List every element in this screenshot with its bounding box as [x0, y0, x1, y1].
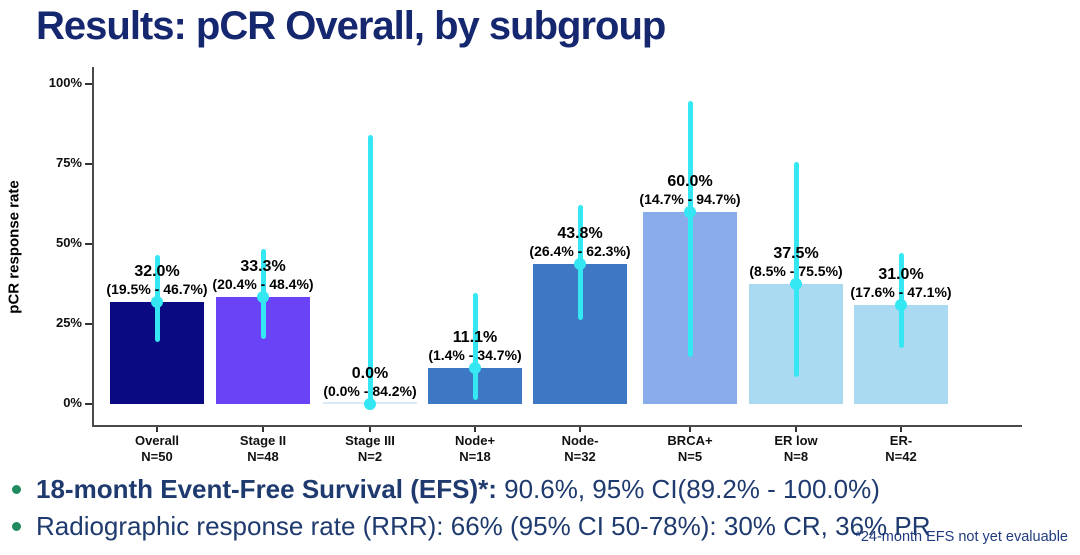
errorbar-stage-iii — [368, 134, 373, 404]
category-name: BRCA+ — [667, 433, 713, 448]
value-label-node: 11.1% (1.4% - 34.7%) — [383, 328, 567, 364]
y-tick-mark — [85, 163, 92, 165]
x-label-stage-iii: Stage III N=2 — [312, 433, 428, 465]
y-axis-title: pCR response rate — [5, 180, 23, 314]
y-tick-label: 25% — [55, 315, 82, 330]
x-label-node: Node+ N=18 — [417, 433, 533, 465]
bullet-rrr-text: Radiographic response rate (RRR): 66% (9… — [36, 511, 931, 541]
value-ci: (26.4% - 62.3%) — [529, 242, 631, 259]
x-label-er-low: ER low N=8 — [738, 433, 854, 465]
category-n: N=42 — [885, 449, 917, 464]
category-n: N=18 — [459, 449, 491, 464]
x-label-er: ER- N=42 — [843, 433, 959, 465]
value-pct: 37.5% — [773, 245, 819, 262]
x-label-node: Node- N=32 — [522, 433, 638, 465]
bullet-efs: 18-month Event-Free Survival (EFS)*: 90.… — [12, 474, 931, 504]
y-tick-mark — [85, 243, 92, 245]
x-label-brca: BRCA+ N=5 — [632, 433, 748, 465]
point-er-low — [790, 278, 802, 290]
point-brca — [684, 206, 696, 218]
x-tick-stage-iii — [369, 427, 371, 432]
errorbar-er-low — [794, 162, 799, 377]
x-axis-line — [92, 425, 1022, 427]
value-label-stage-ii: 33.3% (20.4% - 48.4%) — [171, 257, 355, 293]
category-n: N=50 — [141, 449, 173, 464]
category-name: ER low — [774, 433, 818, 448]
value-label-er: 31.0% (17.6% - 47.1%) — [809, 265, 993, 301]
value-ci: (19.5% - 46.7%) — [106, 280, 208, 297]
category-n: N=32 — [564, 449, 596, 464]
x-tick-er — [900, 427, 902, 432]
point-overall — [151, 295, 163, 308]
bullet-efs-lead: 18-month Event-Free Survival (EFS)*: — [36, 474, 497, 504]
value-pct: 43.8% — [557, 224, 603, 242]
category-name: Stage II — [239, 433, 287, 448]
point-er — [895, 298, 907, 311]
x-label-overall: Overall N=50 — [99, 433, 215, 465]
value-ci: (0.0% - 84.2%) — [323, 383, 417, 399]
value-ci: (17.6% - 47.1%) — [850, 283, 952, 300]
category-n: N=5 — [677, 449, 703, 464]
point-node — [469, 362, 481, 375]
y-tick-mark — [85, 83, 92, 85]
y-tick-label: 0% — [63, 395, 82, 410]
value-ci: (20.4% - 48.4%) — [212, 276, 314, 293]
value-pct: 11.1% — [452, 329, 498, 347]
value-label-node: 43.8% (26.4% - 62.3%) — [488, 224, 672, 260]
category-name: Node- — [561, 433, 599, 448]
bullet-dot-icon — [12, 522, 21, 531]
bullet-efs-text: 18-month Event-Free Survival (EFS)*: 90.… — [36, 474, 880, 504]
x-tick-brca — [689, 427, 691, 432]
value-pct: 32.0% — [134, 262, 180, 280]
errorbar-node — [473, 292, 478, 400]
point-stage-ii — [257, 291, 269, 304]
y-axis-line — [92, 67, 94, 427]
x-tick-node — [579, 427, 581, 432]
category-name: ER- — [889, 433, 913, 448]
value-ci: (14.7% - 94.7%) — [639, 191, 741, 207]
point-node — [574, 257, 586, 270]
bullet-efs-rest: 90.6%, 95% CI(89.2% - 100.0%) — [496, 474, 880, 504]
x-tick-stage-ii — [262, 427, 264, 432]
value-label-overall: 32.0% (19.5% - 46.7%) — [65, 262, 249, 298]
category-n: N=48 — [247, 449, 279, 464]
y-tick-mark — [85, 403, 92, 405]
value-ci: (8.5% - 75.5%) — [749, 263, 843, 279]
value-ci: (1.4% - 34.7%) — [428, 347, 522, 364]
bullet-rrr: Radiographic response rate (RRR): 66% (9… — [12, 511, 931, 541]
point-stage-iii — [364, 398, 376, 410]
category-n: N=2 — [357, 449, 383, 464]
y-tick-label: 100% — [48, 75, 82, 90]
value-label-brca: 60.0% (14.7% - 94.7%) — [598, 172, 782, 208]
summary-bullets: 18-month Event-Free Survival (EFS)*: 90.… — [12, 474, 931, 548]
y-tick-mark — [85, 323, 92, 325]
y-tick-label: 50% — [55, 235, 82, 250]
value-pct: 31.0% — [878, 265, 924, 283]
value-pct: 0.0% — [351, 365, 389, 382]
value-label-stage-iii: 0.0% (0.0% - 84.2%) — [278, 364, 462, 400]
category-name: Node+ — [454, 433, 496, 448]
value-pct: 33.3% — [240, 258, 286, 276]
category-name: Overall — [134, 433, 180, 448]
page-title: Results: pCR Overall, by subgroup — [36, 4, 666, 48]
bullet-rrr-rest: Radiographic response rate (RRR): 66% (9… — [36, 511, 931, 541]
y-tick-label: 75% — [55, 155, 82, 170]
value-pct: 60.0% — [667, 173, 713, 190]
x-tick-overall — [156, 427, 158, 432]
footnote: *24-month EFS not yet evaluable — [855, 529, 1068, 545]
category-n: N=8 — [783, 449, 809, 464]
x-tick-er-low — [795, 427, 797, 432]
errorbar-brca — [688, 100, 693, 357]
value-label-er-low: 37.5% (8.5% - 75.5%) — [704, 244, 888, 280]
category-name: Stage III — [345, 433, 395, 448]
x-label-stage-ii: Stage II N=48 — [205, 433, 321, 465]
x-tick-node — [474, 427, 476, 432]
bullet-dot-icon — [12, 485, 21, 494]
